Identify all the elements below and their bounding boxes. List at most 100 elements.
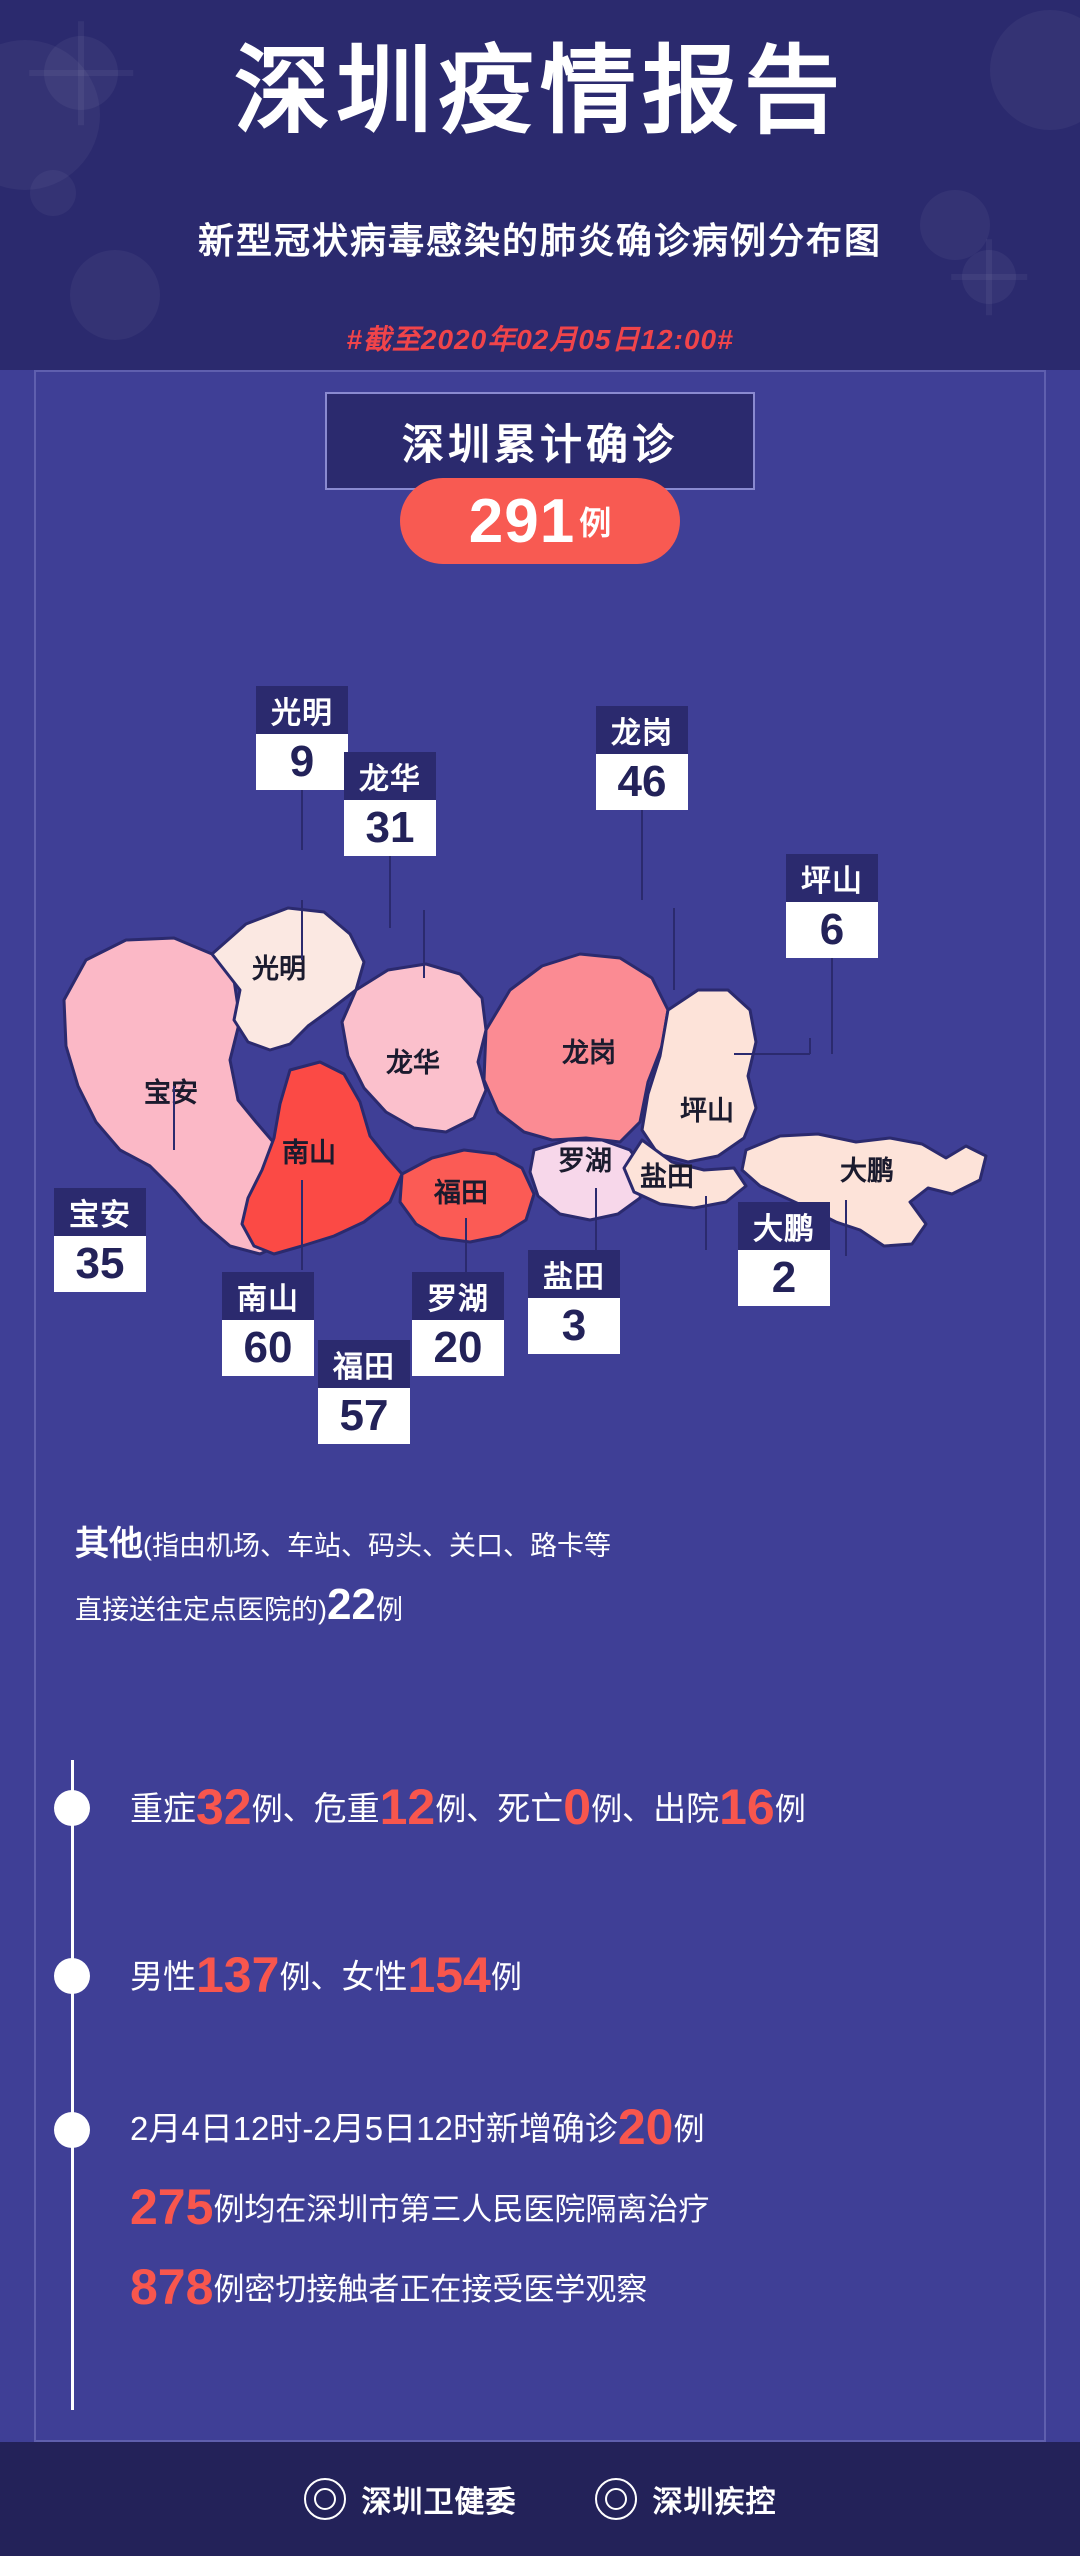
callout-value: 35 <box>54 1236 146 1292</box>
map-label-longgang: 龙岗 <box>562 1038 616 1068</box>
map-region-nanshan <box>240 1060 404 1256</box>
footer-item-health-commission[interactable]: 深圳卫健委 <box>303 2477 517 2521</box>
callout-name: 南山 <box>222 1272 314 1320</box>
callout-name: 大鹏 <box>738 1202 830 1250</box>
other-paren-close: 直接送往定点医院的) <box>75 1594 327 1625</box>
severity-label-1: 重症 <box>130 1790 196 1827</box>
decor-blob <box>30 170 76 216</box>
severity-label-2: 危重 <box>313 1790 380 1827</box>
severity-label-3: 死亡 <box>497 1790 564 1827</box>
callout-dapeng[interactable]: 大鹏 2 <box>738 1202 830 1306</box>
severity-value-4: 16 <box>719 1779 775 1835</box>
other-value: 22 <box>327 1579 376 1629</box>
callout-value: 46 <box>596 754 688 810</box>
callout-value: 3 <box>528 1298 620 1354</box>
contacts-value: 878 <box>130 2259 214 2315</box>
callout-value: 20 <box>412 1320 504 1376</box>
severity-unit-4: 例 <box>774 1792 806 1827</box>
callout-value: 57 <box>318 1388 410 1444</box>
gender-label-female: 女性 <box>341 1958 408 1995</box>
callout-guangming[interactable]: 光明 9 <box>256 686 348 850</box>
total-confirmed-badge: 291 例 <box>400 478 680 564</box>
map-label-luohu: 罗湖 <box>558 1146 612 1176</box>
map-label-futian: 福田 <box>433 1178 488 1208</box>
map-label-dapeng: 大鹏 <box>840 1156 894 1186</box>
stat-row-severity: 重症32例、危重12例、死亡0例、出院16例 <box>130 1778 806 1836</box>
map-region-guangming <box>210 906 366 1052</box>
map-label-pingshan: 坪山 <box>680 1096 734 1126</box>
callout-name: 龙华 <box>344 752 436 800</box>
gender-label-male: 男性 <box>130 1958 196 1995</box>
callout-longgang[interactable]: 龙岗 46 <box>596 706 688 900</box>
map-label-yantian: 盐田 <box>640 1162 694 1192</box>
content-panel <box>34 370 1046 2442</box>
severity-unit-3: 例、 <box>591 1792 654 1827</box>
virus-icon <box>962 250 1016 304</box>
shenzhen-health-commission-logo-icon <box>303 2478 346 2520</box>
map-region-pingshan <box>640 988 758 1164</box>
decor-blob <box>920 190 990 260</box>
timeline-dot <box>54 1790 90 1826</box>
stat-row-daily-new: 2月4日12时-2月5日12时新增确诊20例 <box>130 2098 704 2156</box>
gender-value-male: 137 <box>196 1947 280 2003</box>
severity-value-3: 0 <box>563 1779 592 1835</box>
decor-blob <box>990 10 1080 130</box>
other-note: 其他(指由机场、车站、码头、关口、路卡等 直接送往定点医院的)22例 <box>75 1518 995 1639</box>
date-stamp: #截至2020年02月05日12:00# <box>346 324 734 355</box>
callout-name: 宝安 <box>54 1188 146 1236</box>
callout-luohu[interactable]: 罗湖 20 <box>412 1272 504 1376</box>
callout-name: 坪山 <box>786 854 878 902</box>
callout-futian[interactable]: 福田 57 <box>318 1340 410 1444</box>
other-lead: 其他 <box>75 1525 143 1563</box>
footer-item-cdc[interactable]: 深圳疾控 <box>594 2477 777 2521</box>
other-paren-open: (指由机场、车站、码头、关口、路卡等 <box>143 1531 611 1561</box>
severity-unit-1: 例、 <box>251 1792 314 1827</box>
callout-value: 9 <box>256 734 348 790</box>
map-region-longgang <box>482 952 670 1144</box>
callout-pingshan[interactable]: 坪山 6 <box>786 854 878 1054</box>
daily-new-value: 20 <box>617 2099 674 2155</box>
callout-nanshan[interactable]: 南山 60 <box>222 1272 314 1376</box>
callout-value: 31 <box>344 800 436 856</box>
page-subtitle: 新型冠状病毒感染的肺炎确诊病例分布图 <box>197 220 882 261</box>
contacts-text: 例密切接触者正在接受医学观察 <box>213 2272 648 2307</box>
timeline-dot <box>54 1958 90 1994</box>
severity-unit-2: 例、 <box>435 1792 498 1827</box>
callout-name: 福田 <box>318 1340 410 1388</box>
map-label-baoan: 宝安 <box>144 1077 198 1108</box>
map-label-longhua: 龙华 <box>386 1047 440 1078</box>
callout-name: 盐田 <box>528 1250 620 1298</box>
decor-blob <box>70 250 160 340</box>
total-confirmed-label: 深圳累计确诊 <box>325 392 755 490</box>
district-map: 光明 龙华 宝安 南山 福田 罗湖 龙岗 坪山 盐田 大鹏 <box>34 850 1046 1350</box>
total-confirmed-value: 291 <box>468 486 576 556</box>
footer-label: 深圳卫健委 <box>361 2486 517 2519</box>
map-label-nanshan: 南山 <box>282 1138 336 1168</box>
timeline-line <box>71 1760 74 2410</box>
severity-value-2: 12 <box>379 1779 436 1835</box>
callout-baoan[interactable]: 宝安 35 <box>54 1188 146 1292</box>
page-footer: 深圳卫健委 深圳疾控 <box>0 2442 1080 2556</box>
page-header: 深圳疫情报告 新型冠状病毒感染的肺炎确诊病例分布图 #截至2020年02月05日… <box>0 0 1080 370</box>
other-unit: 例 <box>375 1594 403 1625</box>
map-region-longhua <box>340 962 488 1134</box>
isolated-text: 例均在深圳市第三人民医院隔离治疗 <box>213 2192 710 2227</box>
callout-name: 光明 <box>256 686 348 734</box>
page-title: 深圳疫情报告 <box>234 38 846 145</box>
map-region-yantian <box>622 1138 748 1210</box>
daily-new-prefix: 2月4日12时-2月5日12时新增确诊 <box>130 2110 618 2147</box>
stat-row-gender: 男性137例、女性154例 <box>130 1946 522 2004</box>
timeline-dot <box>54 2112 90 2148</box>
stat-row-isolated: 275例均在深圳市第三人民医院隔离治疗 <box>130 2178 709 2236</box>
total-confirmed-unit: 例 <box>579 505 612 541</box>
footer-label: 深圳疾控 <box>652 2486 777 2519</box>
stat-row-contacts: 878例密切接触者正在接受医学观察 <box>130 2258 647 2316</box>
severity-label-4: 出院 <box>653 1790 720 1827</box>
callout-longhua[interactable]: 龙华 31 <box>344 752 436 928</box>
callout-value: 6 <box>786 902 878 958</box>
map-label-guangming: 光明 <box>251 954 306 984</box>
callout-value: 60 <box>222 1320 314 1376</box>
callout-yantian[interactable]: 盐田 3 <box>528 1250 620 1354</box>
callout-value: 2 <box>738 1250 830 1306</box>
gender-value-female: 154 <box>407 1947 491 2003</box>
